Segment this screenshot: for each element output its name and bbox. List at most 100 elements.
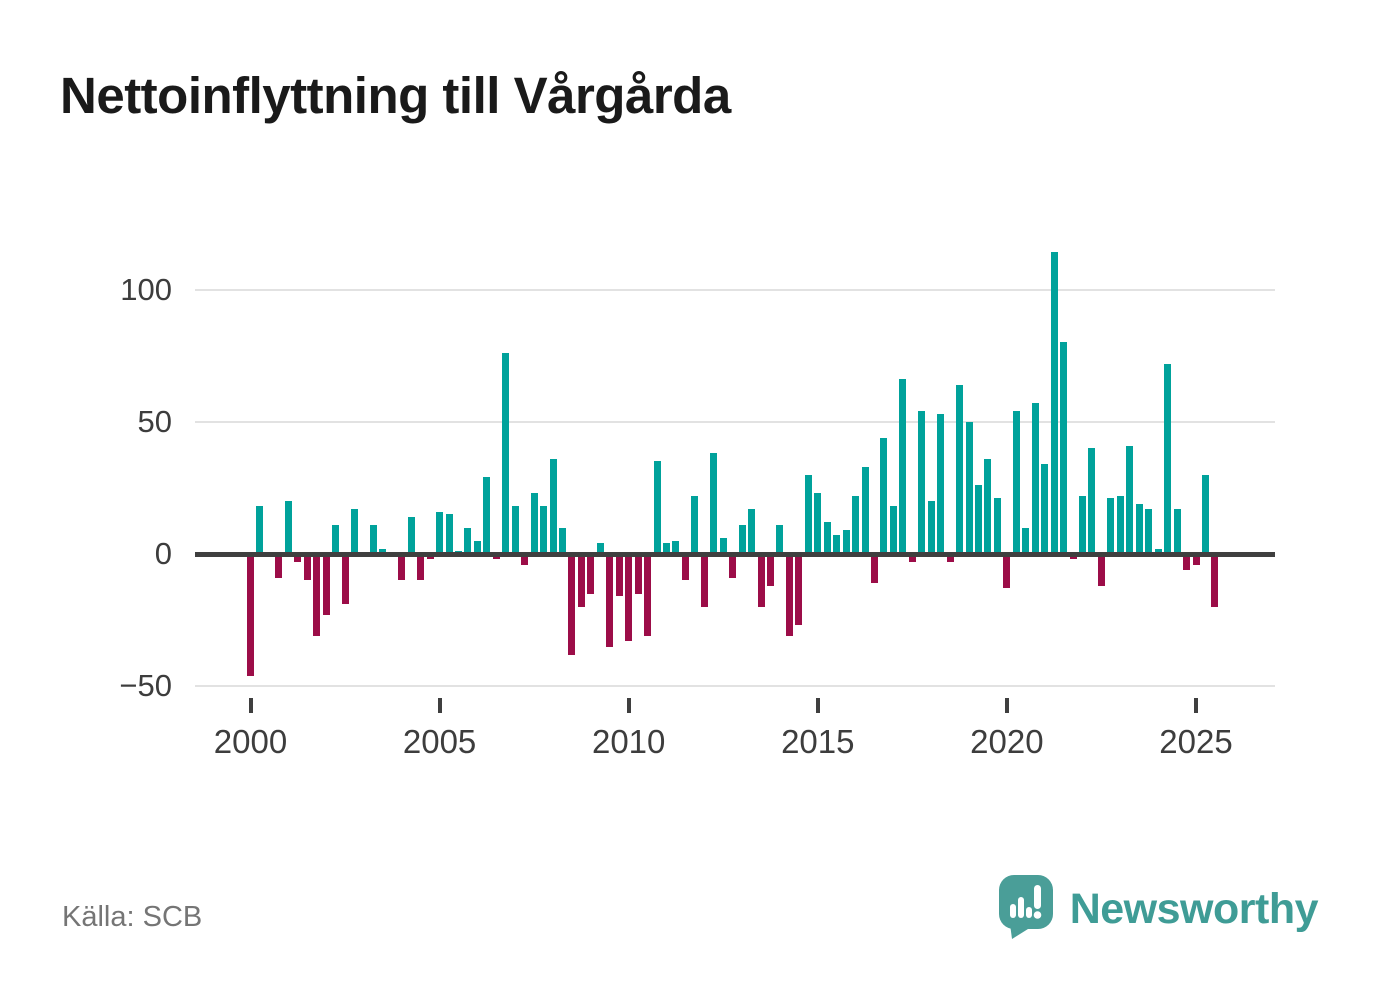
bar-2014-q4 bbox=[804, 474, 812, 554]
bar-2010-q4 bbox=[653, 461, 661, 554]
bar-2025-q1 bbox=[1192, 554, 1200, 565]
bar-2010-q2 bbox=[634, 554, 642, 594]
bar-2022-q3 bbox=[1097, 554, 1105, 586]
bar-2017-q2 bbox=[899, 379, 907, 554]
bar-2019-q4 bbox=[993, 498, 1001, 554]
bar-2004-q1 bbox=[398, 554, 406, 581]
bar-2011-q3 bbox=[681, 554, 689, 581]
bar-2015-q3 bbox=[833, 535, 841, 554]
bar-2014-q2 bbox=[785, 554, 793, 636]
bar-2024-q4 bbox=[1183, 554, 1191, 570]
bar-2012-q2 bbox=[710, 453, 718, 554]
bar-2004-q2 bbox=[407, 516, 415, 554]
bar-2008-q3 bbox=[568, 554, 576, 655]
bar-2019-q1 bbox=[965, 421, 973, 554]
bar-2012-q1 bbox=[700, 554, 708, 607]
newsworthy-wordmark: Newsworthy bbox=[1069, 885, 1319, 933]
bar-2002-q2 bbox=[332, 524, 340, 554]
bar-2007-q3 bbox=[530, 493, 538, 554]
bar-2015-q4 bbox=[842, 530, 850, 554]
bar-2022-q2 bbox=[1088, 448, 1096, 554]
x-tick-mark-2020 bbox=[1004, 698, 1009, 713]
x-tick-label-2010: 2010 bbox=[591, 723, 666, 760]
bar-2018-q3 bbox=[946, 554, 954, 562]
bar-2008-q1 bbox=[549, 458, 557, 554]
bar-2008-q2 bbox=[559, 527, 566, 554]
bar-2005-q2 bbox=[445, 514, 453, 554]
bar-2014-q3 bbox=[795, 554, 803, 626]
bar-2000-q2 bbox=[256, 506, 264, 554]
bar-2023-q3 bbox=[1135, 503, 1143, 554]
x-tick-label-2015: 2015 bbox=[781, 723, 855, 760]
bar-2022-q4 bbox=[1107, 498, 1115, 554]
x-tick-mark-2000 bbox=[248, 698, 253, 713]
bar-2011-q2 bbox=[672, 540, 680, 554]
bar-2025-q2 bbox=[1201, 474, 1209, 554]
bar-2007-q2 bbox=[521, 554, 529, 565]
bar-2014-q1 bbox=[776, 524, 784, 554]
bar-2009-q3 bbox=[606, 554, 614, 647]
bar-2022-q1 bbox=[1079, 495, 1087, 554]
bar-2020-q2 bbox=[1012, 411, 1020, 554]
bar-2002-q3 bbox=[341, 554, 349, 605]
y-tick-label--50: −50 bbox=[119, 668, 172, 704]
bar-2016-q3 bbox=[871, 554, 879, 584]
x-tick-mark-2005 bbox=[437, 698, 442, 713]
x-tick-label-2005: 2005 bbox=[402, 723, 477, 760]
gridline--50 bbox=[195, 685, 1275, 688]
gridline-100 bbox=[195, 288, 1275, 291]
bar-2017-q1 bbox=[889, 506, 897, 554]
bar-2006-q4 bbox=[502, 352, 510, 554]
bar-2013-q1 bbox=[738, 524, 746, 554]
bar-2000-q4 bbox=[275, 554, 283, 578]
bar-2005-q1 bbox=[436, 511, 444, 554]
y-tick-label-100: 100 bbox=[120, 271, 172, 307]
bar-2015-q2 bbox=[823, 522, 831, 554]
x-tick-mark-2025 bbox=[1194, 698, 1198, 713]
bar-2020-q1 bbox=[1003, 554, 1011, 589]
bar-2023-q4 bbox=[1145, 509, 1153, 554]
bar-2008-q4 bbox=[577, 554, 585, 607]
bar-2018-q4 bbox=[956, 384, 964, 554]
y-tick-label-50: 50 bbox=[137, 403, 172, 439]
bar-2009-q1 bbox=[587, 554, 595, 594]
gridline-50 bbox=[195, 420, 1275, 423]
bar-2001-q2 bbox=[294, 554, 302, 562]
bar-2011-q1 bbox=[663, 543, 671, 554]
bar-2017-q4 bbox=[918, 411, 926, 554]
zero-axis-line bbox=[195, 552, 1275, 557]
bar-2024-q2 bbox=[1164, 363, 1172, 554]
bar-2016-q1 bbox=[852, 495, 860, 554]
bar-2015-q1 bbox=[814, 493, 822, 554]
bar-2012-q4 bbox=[729, 554, 737, 578]
bar-2007-q4 bbox=[540, 506, 548, 554]
bar-2023-q2 bbox=[1126, 445, 1134, 554]
x-tick-label-2000: 2000 bbox=[213, 723, 288, 760]
bar-2010-q1 bbox=[625, 554, 633, 642]
bar-2020-q4 bbox=[1031, 403, 1039, 554]
bar-2021-q2 bbox=[1050, 252, 1058, 554]
bar-2019-q3 bbox=[984, 458, 992, 554]
bar-2025-q3 bbox=[1211, 554, 1219, 607]
bar-2006-q2 bbox=[483, 477, 491, 554]
bar-2003-q3 bbox=[379, 548, 387, 554]
bar-2000-q1 bbox=[247, 554, 254, 676]
bar-2013-q2 bbox=[748, 509, 756, 554]
bar-2018-q2 bbox=[937, 413, 945, 554]
source-label: Källa: SCB bbox=[62, 901, 203, 933]
bar-2024-q1 bbox=[1154, 548, 1162, 554]
bar-2017-q3 bbox=[908, 554, 916, 562]
chart-title: Nettoinflyttning till Vårgårda bbox=[60, 67, 731, 124]
bar-2009-q4 bbox=[615, 554, 623, 597]
bar-2011-q4 bbox=[691, 495, 699, 554]
bar-2019-q2 bbox=[975, 485, 983, 554]
bar-2018-q1 bbox=[927, 501, 935, 554]
bar-2002-q4 bbox=[351, 509, 358, 554]
bar-2005-q4 bbox=[464, 527, 472, 554]
bar-2007-q1 bbox=[511, 506, 519, 554]
bar-2016-q2 bbox=[861, 466, 869, 554]
bar-2006-q1 bbox=[473, 540, 481, 554]
x-tick-label-2025: 2025 bbox=[1159, 723, 1233, 760]
bar-2002-q1 bbox=[322, 554, 330, 615]
